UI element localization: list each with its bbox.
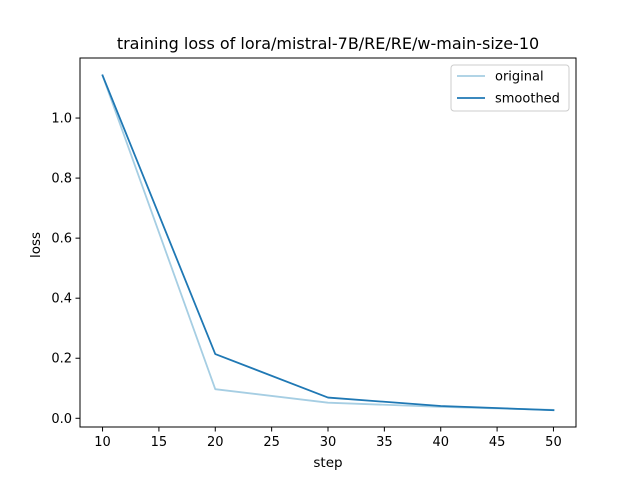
y-tick-label: 0.0 — [51, 412, 72, 427]
y-tick-label: 0.4 — [51, 292, 72, 307]
x-tick-label: 20 — [207, 435, 224, 450]
plot-area: 10 15 20 25 30 35 40 45 50 0.0 0.2 0.4 0.6 0.8 1.0 — [51, 57, 577, 450]
x-tick-label: 30 — [320, 435, 337, 450]
y-tick-label: 0.2 — [51, 352, 72, 367]
y-axis-label: loss — [28, 232, 44, 258]
chart-title: training loss of lora/mistral-7B/RE/RE/w… — [117, 34, 539, 53]
y-tick-label: 0.8 — [51, 172, 72, 187]
y-tick-label: 0.6 — [51, 232, 72, 247]
x-tick-label: 40 — [432, 435, 449, 450]
series-line-smoothed — [101, 74, 555, 412]
x-tick-label: 45 — [489, 435, 506, 450]
legend-label-smoothed: smoothed — [495, 92, 560, 107]
x-tick-label: 15 — [151, 435, 168, 450]
x-tick-label: 50 — [545, 435, 562, 450]
legend-label-original: original — [495, 70, 544, 85]
legend: original smoothed — [450, 64, 570, 112]
x-tick-label: 35 — [376, 435, 393, 450]
x-tick-label: 10 — [94, 435, 111, 450]
x-tick-label: 25 — [263, 435, 280, 450]
y-tick-label: 1.0 — [51, 112, 72, 127]
x-axis-label: step — [313, 455, 342, 471]
